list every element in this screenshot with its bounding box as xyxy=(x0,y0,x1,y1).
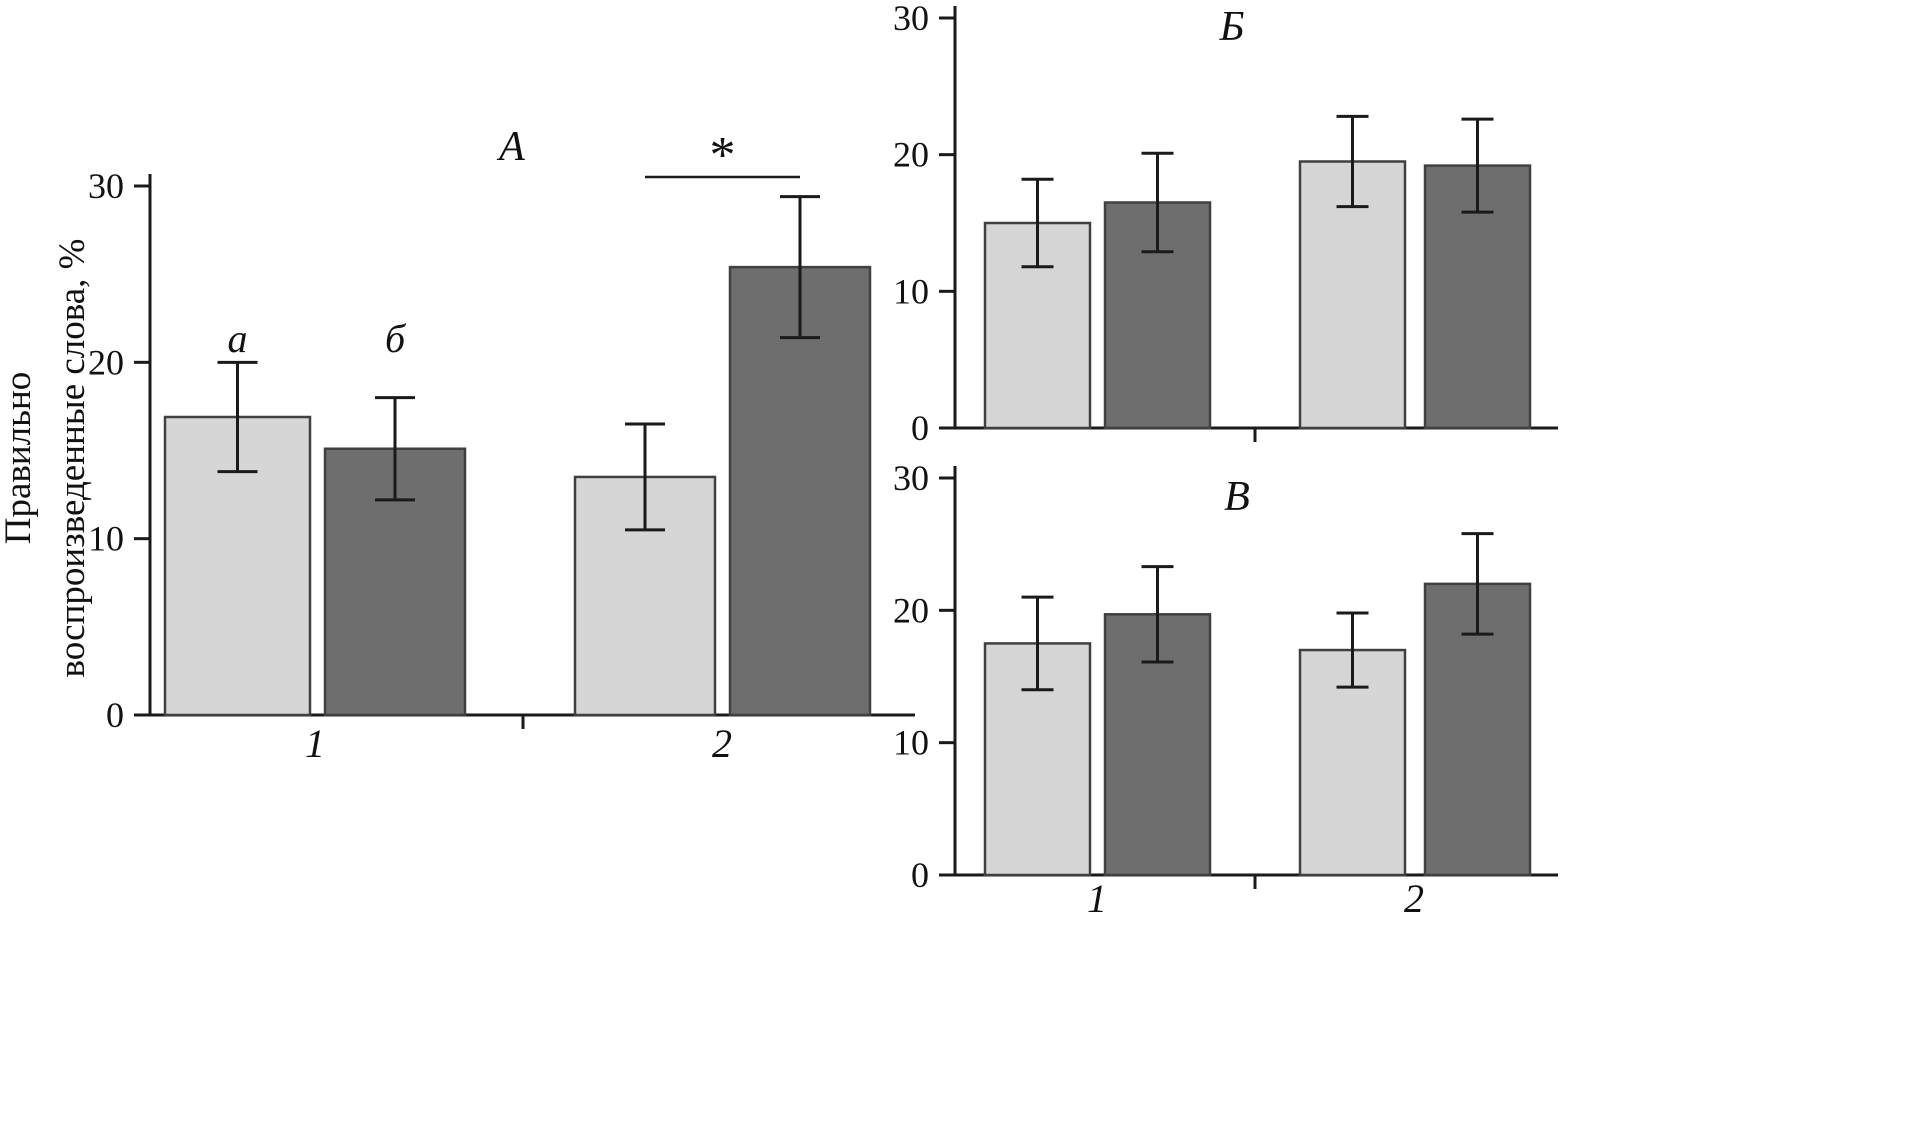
y-tick-label: 30 xyxy=(893,458,929,498)
dark-bar-group2 xyxy=(728,265,872,717)
y-tick-label: 10 xyxy=(893,723,929,763)
y-tick-label: 10 xyxy=(88,519,124,559)
y-tick-label: 0 xyxy=(911,855,929,895)
y-tick-label: 0 xyxy=(106,695,124,735)
category-label: 2 xyxy=(712,721,732,766)
category-label: 2 xyxy=(1404,876,1424,921)
bar-letter-label: а xyxy=(228,316,248,361)
panel-label-V: В xyxy=(1224,474,1250,520)
y-tick-label: 20 xyxy=(88,342,124,382)
panel-label-B: Б xyxy=(1219,4,1245,50)
significance-star: * xyxy=(710,127,736,184)
panel-label-A: А xyxy=(496,124,525,170)
category-label: 1 xyxy=(1087,876,1107,921)
y-tick-label: 10 xyxy=(893,271,929,311)
panel-A: 0 10 20 30 1 2 Аа б * xyxy=(88,124,915,766)
y-tick-label: 30 xyxy=(88,166,124,206)
panel-V: 0 10 20 30 1 2 В xyxy=(893,458,1558,921)
panel-B: 0 10 20 30 Б xyxy=(893,0,1558,448)
y-tick-label: 0 xyxy=(911,408,929,448)
y-tick-label: 20 xyxy=(893,135,929,175)
y-tick-label: 30 xyxy=(893,0,929,38)
bar-letter-label: б xyxy=(385,316,407,361)
y-tick-label: 20 xyxy=(893,590,929,630)
category-label: 1 xyxy=(305,721,325,766)
